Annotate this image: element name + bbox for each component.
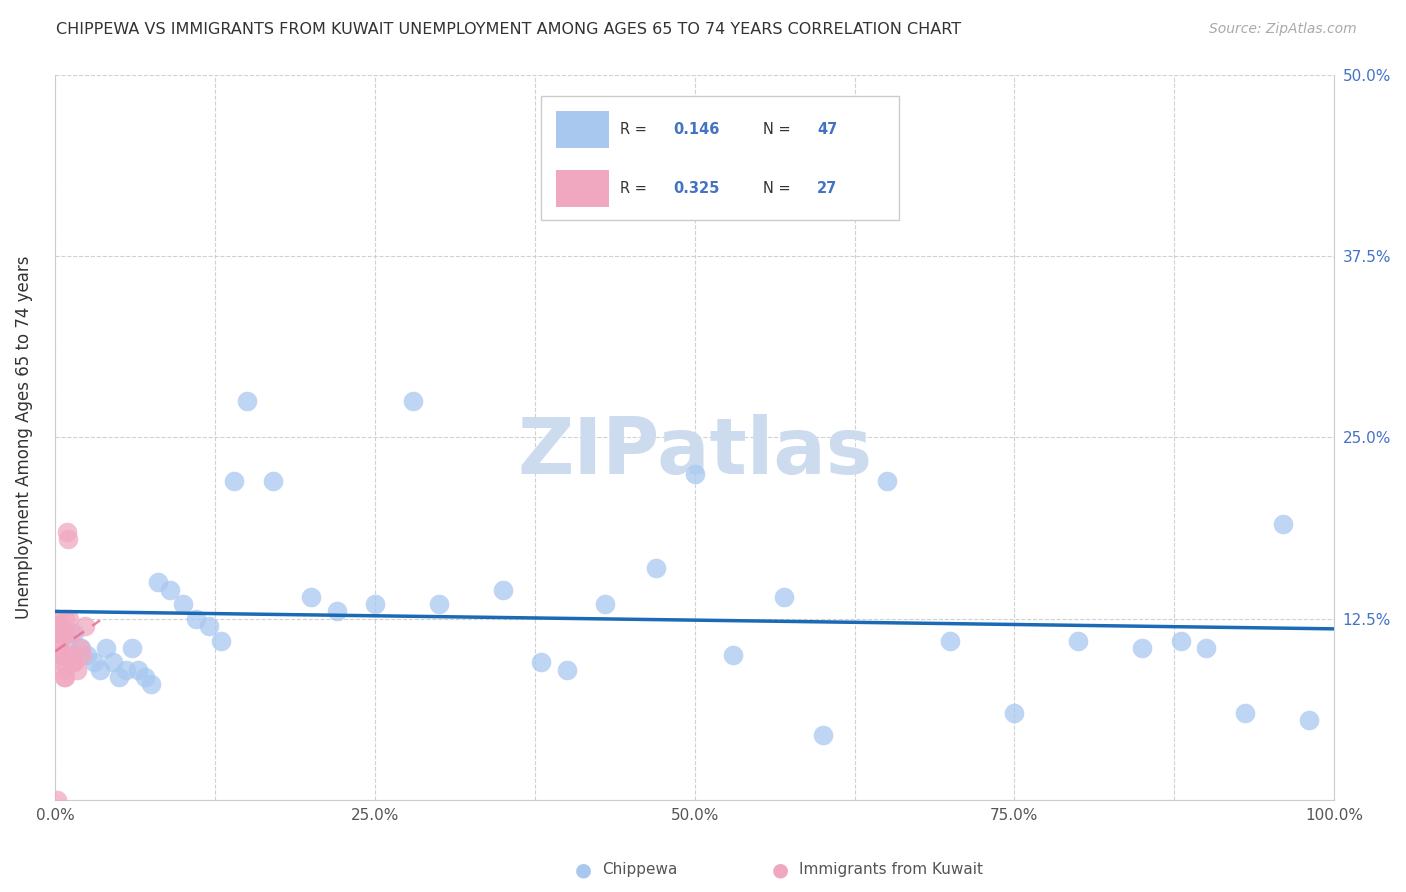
Point: [530, 655, 553, 669]
Point: [1195, 640, 1218, 655]
Point: [184, 612, 207, 626]
Point: [172, 597, 194, 611]
Point: [70, 648, 93, 662]
Point: [876, 474, 898, 488]
Y-axis label: Unemployment Among Ages 65 to 74 years: Unemployment Among Ages 65 to 74 years: [15, 256, 32, 619]
Point: [555, 663, 578, 677]
Point: [683, 467, 706, 481]
Point: [1233, 706, 1256, 720]
Point: [51, 626, 73, 640]
Point: [48, 633, 70, 648]
Point: [55, 626, 77, 640]
Point: [224, 474, 246, 488]
Point: [121, 640, 143, 655]
Point: [45, 793, 67, 807]
Point: [1130, 640, 1153, 655]
Point: [645, 561, 668, 575]
Point: [811, 728, 834, 742]
Point: [66, 663, 89, 677]
Point: [1298, 714, 1320, 728]
Text: CHIPPEWA VS IMMIGRANTS FROM KUWAIT UNEMPLOYMENT AMONG AGES 65 TO 74 YEARS CORREL: CHIPPEWA VS IMMIGRANTS FROM KUWAIT UNEMP…: [56, 22, 962, 37]
Point: [53, 663, 76, 677]
Point: [101, 655, 124, 669]
Text: ●: ●: [772, 860, 789, 880]
Point: [96, 640, 118, 655]
Point: [56, 633, 79, 648]
Point: [159, 582, 181, 597]
Point: [48, 619, 70, 633]
Point: [114, 663, 136, 677]
Point: [53, 670, 76, 684]
Point: [69, 640, 91, 655]
Point: [1067, 633, 1090, 648]
Point: [427, 597, 450, 611]
Point: [56, 532, 79, 546]
Text: Chippewa: Chippewa: [602, 863, 678, 877]
Point: [59, 626, 82, 640]
Point: [60, 648, 83, 662]
Point: [73, 619, 96, 633]
Point: [492, 582, 515, 597]
Point: [58, 612, 80, 626]
Point: [364, 597, 387, 611]
Point: [49, 619, 72, 633]
Point: [299, 590, 322, 604]
Point: [127, 663, 149, 677]
Point: [76, 648, 98, 662]
Point: [89, 663, 111, 677]
Text: ZIPatlas: ZIPatlas: [517, 414, 872, 490]
Point: [1004, 706, 1026, 720]
Point: [83, 655, 105, 669]
Point: [55, 524, 77, 539]
Point: [51, 648, 73, 662]
Point: [1272, 517, 1295, 532]
Point: [63, 655, 86, 669]
Point: [939, 633, 962, 648]
Point: [325, 605, 347, 619]
Point: [63, 626, 86, 640]
Point: [62, 655, 84, 669]
Point: [236, 394, 259, 409]
Point: [52, 670, 75, 684]
Point: [211, 633, 233, 648]
Point: [52, 655, 75, 669]
Text: Source: ZipAtlas.com: Source: ZipAtlas.com: [1209, 22, 1357, 37]
Point: [108, 670, 131, 684]
Point: [262, 474, 284, 488]
Point: [139, 677, 162, 691]
Point: [46, 612, 69, 626]
Point: [49, 648, 72, 662]
Point: [146, 575, 169, 590]
Point: [48, 640, 70, 655]
Point: [46, 626, 69, 640]
Point: [402, 394, 425, 409]
Text: ●: ●: [575, 860, 592, 880]
Point: [593, 597, 616, 611]
Point: [773, 590, 796, 604]
Point: [721, 648, 744, 662]
Text: Immigrants from Kuwait: Immigrants from Kuwait: [799, 863, 983, 877]
Point: [69, 640, 91, 655]
Point: [55, 612, 77, 626]
Point: [1170, 633, 1192, 648]
Point: [197, 619, 219, 633]
Point: [134, 670, 156, 684]
